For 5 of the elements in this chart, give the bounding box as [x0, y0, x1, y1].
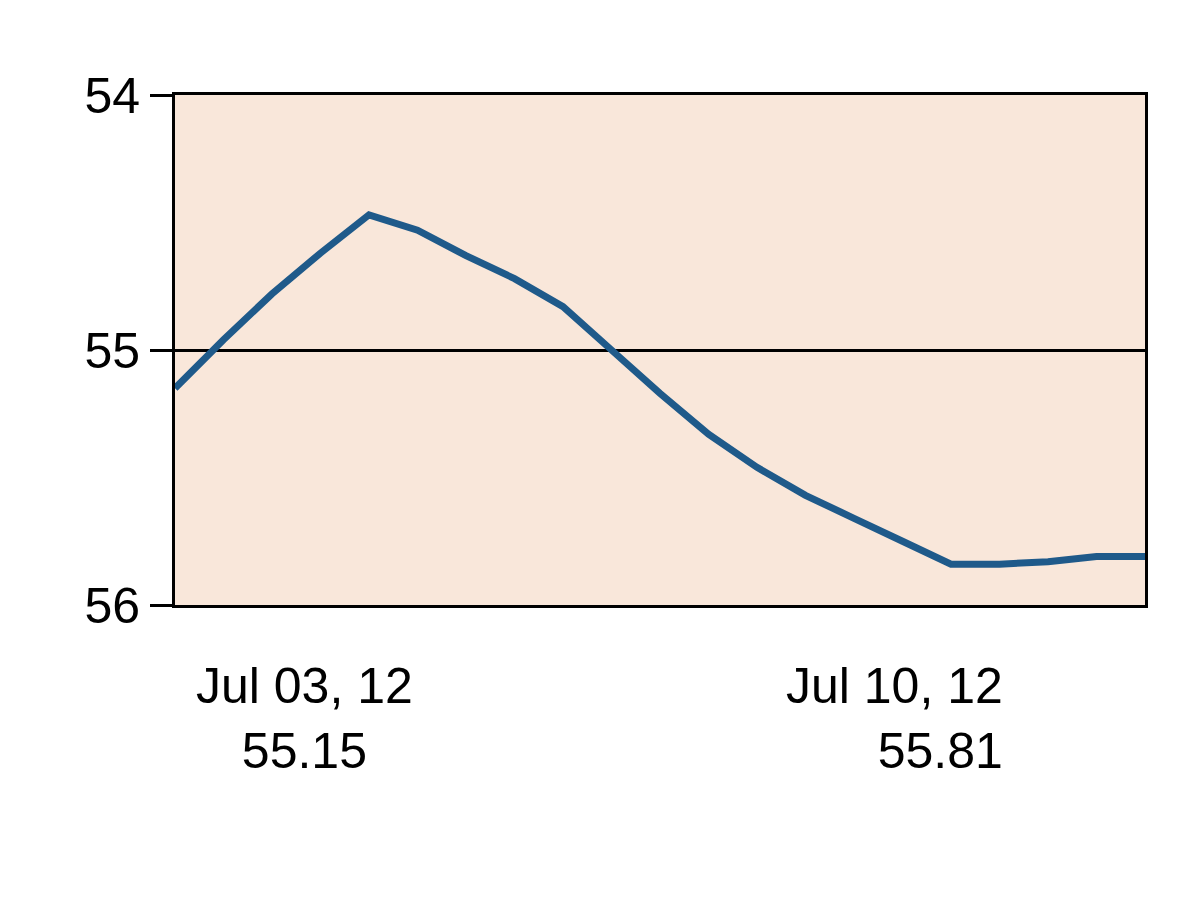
y-tick-label: 54 — [84, 67, 140, 124]
y-tick-label: 55 — [84, 322, 140, 379]
text: Jul 10, 12 55.81 — [786, 658, 1003, 779]
text: Jul 03, 12 55.15 — [196, 658, 413, 779]
y-tick-label: 56 — [84, 577, 140, 634]
